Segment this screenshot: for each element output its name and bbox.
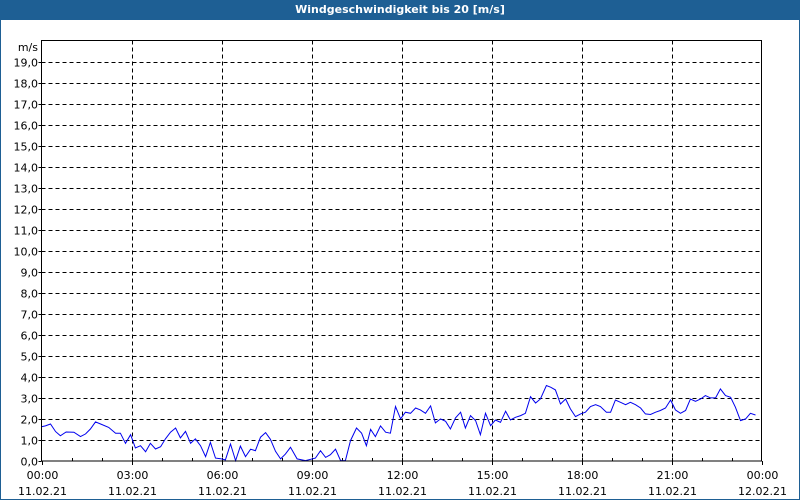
x-tick-date-label: 11.02.21 [18,485,67,498]
x-tick-time-label: 09:00 [297,469,329,482]
x-tick-time-label: 15:00 [477,469,509,482]
y-tick-label: 15,0 [14,141,39,154]
x-tick-date-label: 12.02.21 [738,485,787,498]
y-tick-label: 4,0 [21,372,39,385]
y-tick-label: 7,0 [21,309,39,322]
x-tick-time-label: 06:00 [207,469,239,482]
y-tick-label: 17,0 [14,99,39,112]
x-tick-time-label: 03:00 [117,469,149,482]
x-tick-time-label: 00:00 [747,469,779,482]
x-tick-date-label: 11.02.21 [108,485,157,498]
y-tick-label: 14,0 [14,162,39,175]
x-tick-date-label: 11.02.21 [558,485,607,498]
x-tick-date-label: 11.02.21 [468,485,517,498]
x-tick-time-label: 18:00 [567,469,599,482]
x-tick-time-label: 12:00 [387,469,419,482]
x-tick-date-label: 11.02.21 [648,485,697,498]
y-tick-label: 5,0 [21,351,39,364]
y-tick-label: 19,0 [14,57,39,70]
x-tick-date-label: 11.02.21 [288,485,337,498]
grid [38,40,763,465]
y-tick-label: 2,0 [21,414,39,427]
y-tick-label: 0,0 [21,456,39,469]
y-tick-label: 6,0 [21,330,39,343]
x-tick-date-label: 11.02.21 [378,485,427,498]
y-tick-label: 1,0 [21,435,39,448]
tick-labels: 0,0 1,0 2,0 3,0 4,0 5,0 6,0 7,0 8,0 9,0 10,0 11,0 12… [14,57,787,499]
y-tick-label: 11,0 [14,225,39,238]
x-tick-time-label: 00:00 [27,469,59,482]
y-tick-label: 9,0 [21,267,39,280]
y-tick-label: 8,0 [21,288,39,301]
plot-area-border [41,40,762,462]
y-tick-label: 18,0 [14,78,39,91]
x-tick-time-label: 21:00 [657,469,689,482]
x-tick-date-label: 11.02.21 [198,485,247,498]
chart-title: Windgeschwindigkeit bis 20 [m/s] [0,0,800,20]
y-axis-unit-label: m/s [18,41,38,54]
y-tick-label: 13,0 [14,183,39,196]
series-line-wind-speed [41,384,756,463]
y-tick-label: 16,0 [14,120,39,133]
y-tick-label: 3,0 [21,393,39,406]
y-tick-label: 10,0 [14,246,39,259]
y-tick-label: 12,0 [14,204,39,217]
